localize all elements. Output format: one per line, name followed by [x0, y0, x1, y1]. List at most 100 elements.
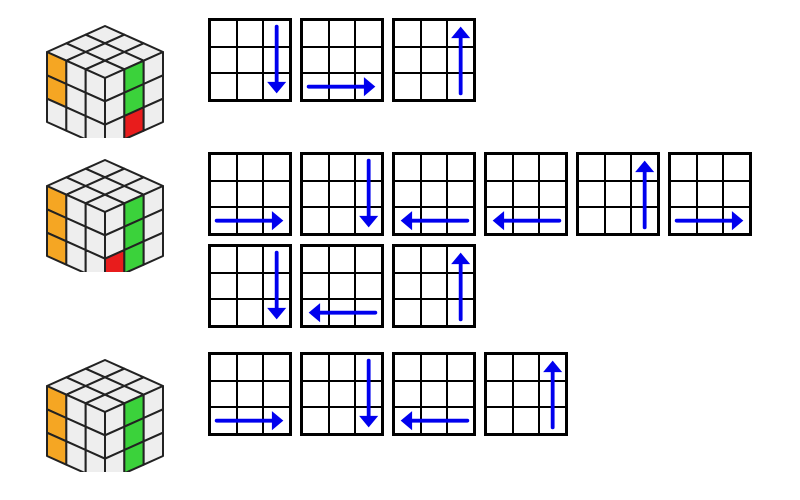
grid-cell	[578, 154, 605, 181]
grid-cell	[394, 20, 421, 47]
grid-cell	[329, 246, 356, 273]
grid-cell	[394, 154, 421, 181]
grid-cell	[302, 47, 329, 74]
grid-cell	[302, 246, 329, 273]
move-grid	[300, 18, 384, 102]
grid-cell	[421, 299, 448, 326]
grid-cell	[237, 207, 264, 234]
grid-cell	[329, 354, 356, 381]
grid-cell	[329, 299, 356, 326]
grid-cell	[394, 207, 421, 234]
grid-cell	[723, 154, 750, 181]
grid-cell	[447, 407, 474, 434]
grid-cell	[486, 154, 513, 181]
grid-cell	[355, 246, 382, 273]
grid-cell	[578, 207, 605, 234]
grid-cell	[263, 207, 290, 234]
grid-cell	[355, 47, 382, 74]
grid-cell	[697, 154, 724, 181]
grid-cell	[723, 181, 750, 208]
grid-cell	[421, 407, 448, 434]
grid-cell	[210, 354, 237, 381]
grid-cell	[210, 299, 237, 326]
move-grid	[392, 18, 476, 102]
move-grid	[668, 152, 752, 236]
grid-cell	[355, 381, 382, 408]
grid-cell	[210, 181, 237, 208]
grid-cell	[329, 154, 356, 181]
grid-cell	[394, 354, 421, 381]
grid-cell	[355, 354, 382, 381]
grid-cell	[329, 20, 356, 47]
grid-cell	[210, 73, 237, 100]
grid-cell	[421, 47, 448, 74]
grid-cell	[723, 207, 750, 234]
move-grid	[484, 352, 568, 436]
grid-cell	[447, 154, 474, 181]
grid-cell	[355, 181, 382, 208]
grid-cell	[210, 246, 237, 273]
grid-cell	[605, 154, 632, 181]
grid-cell	[447, 354, 474, 381]
grid-cell	[355, 407, 382, 434]
grid-cell	[670, 181, 697, 208]
grid-cell	[631, 207, 658, 234]
grid-cell	[513, 381, 540, 408]
grid-cell	[605, 181, 632, 208]
grid-cell	[210, 20, 237, 47]
grid-cell	[447, 20, 474, 47]
grid-cell	[210, 407, 237, 434]
grid-cell	[329, 73, 356, 100]
grid-cell	[513, 181, 540, 208]
grid-cell	[329, 381, 356, 408]
grid-cell	[302, 381, 329, 408]
grid-cell	[263, 20, 290, 47]
grid-cell	[631, 154, 658, 181]
grid-cell	[237, 20, 264, 47]
grid-cell	[210, 381, 237, 408]
move-grid	[484, 152, 568, 236]
grid-cell	[513, 207, 540, 234]
grid-cell	[210, 47, 237, 74]
grid-cell	[421, 354, 448, 381]
grid-cell	[237, 299, 264, 326]
grid-cell	[302, 181, 329, 208]
grid-cell	[263, 354, 290, 381]
grid-cell	[302, 299, 329, 326]
grid-cell	[447, 299, 474, 326]
algorithm-row	[20, 352, 780, 472]
grid-cell	[421, 73, 448, 100]
move-grid	[576, 152, 660, 236]
grid-cell	[237, 154, 264, 181]
grid-cell	[539, 354, 566, 381]
move-grid	[300, 352, 384, 436]
grid-cell	[237, 73, 264, 100]
move-grid	[300, 244, 384, 328]
grid-cell	[329, 181, 356, 208]
grid-cell	[329, 207, 356, 234]
grid-cell	[394, 246, 421, 273]
grid-cell	[237, 407, 264, 434]
move-sequence	[208, 352, 780, 436]
grid-cell	[237, 181, 264, 208]
grid-cell	[631, 181, 658, 208]
grid-cell	[447, 181, 474, 208]
grid-cell	[302, 20, 329, 47]
grid-cell	[539, 381, 566, 408]
cube-diagram	[20, 18, 190, 138]
grid-cell	[539, 207, 566, 234]
grid-cell	[237, 273, 264, 300]
grid-cell	[670, 207, 697, 234]
grid-cell	[263, 381, 290, 408]
move-grid	[208, 18, 292, 102]
grid-cell	[447, 273, 474, 300]
grid-cell	[263, 181, 290, 208]
grid-cell	[210, 207, 237, 234]
cube-diagram	[20, 352, 190, 472]
cube-diagram	[20, 152, 190, 272]
grid-cell	[355, 273, 382, 300]
grid-cell	[486, 381, 513, 408]
grid-cell	[394, 299, 421, 326]
grid-cell	[447, 381, 474, 408]
grid-cell	[329, 407, 356, 434]
